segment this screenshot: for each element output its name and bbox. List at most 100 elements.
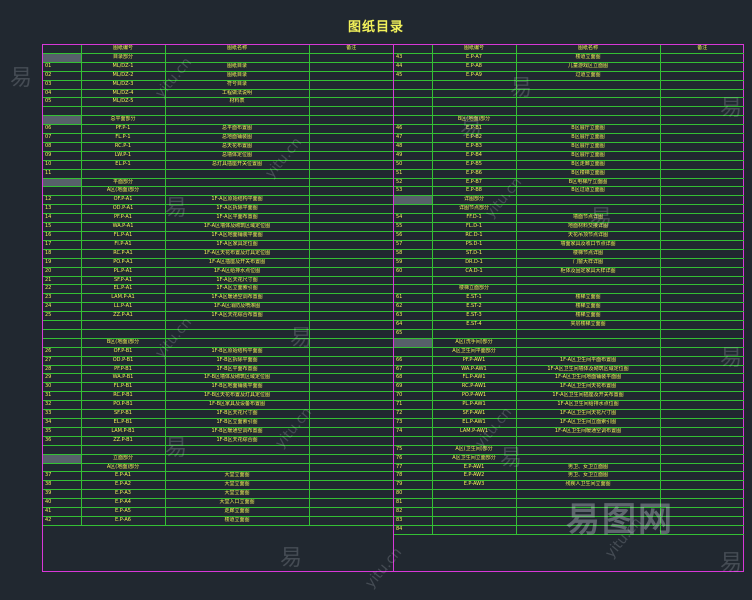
cell-note <box>308 267 393 277</box>
cell-code <box>431 436 516 446</box>
cell-note <box>659 178 744 188</box>
table-row: 71 PL.P-AW1 1F-A区卫生间给排水点位图 <box>394 400 744 411</box>
cell-code: E.ST-2 <box>431 302 516 313</box>
cell-name: 1F-B区家具及设备布置图 <box>164 400 309 411</box>
table-row: 46 E.P-B1 B区展厅立面图 <box>394 124 744 134</box>
cell-no: 65 <box>394 329 432 339</box>
cell-note <box>659 169 744 179</box>
cell-code: FL.D-1 <box>431 222 516 232</box>
cell-note <box>659 133 744 143</box>
table-row: 56 RC.D-1 天花吊顶节点详图 <box>394 231 744 241</box>
cell-name <box>515 454 660 464</box>
cell-name <box>164 115 309 126</box>
cell-name <box>164 169 309 179</box>
table-row: 11 <box>43 169 393 179</box>
cell-code: B区(地面)部分 <box>431 115 516 126</box>
cell-note <box>659 463 744 473</box>
cell-code: ML/DZ-4 <box>80 89 165 99</box>
cell-note <box>308 454 393 464</box>
cell-note <box>308 373 393 384</box>
cell-name: 1F-B区天花布置及灯具定位图 <box>164 391 309 402</box>
cell-note <box>659 71 744 81</box>
cell-code: WA.P-B1 <box>80 373 165 384</box>
table-row: 61 E.ST-1 楼梯立面图 <box>394 293 744 304</box>
cell-name: 门窗大样详图 <box>515 258 660 268</box>
cell-no: 38 <box>43 480 81 491</box>
cell-name: 1F-A区卫生间暖通空调布置图 <box>515 427 660 437</box>
table-row: 24 LL.P-A1 1F-A区消防及喷淋图 <box>43 302 393 313</box>
cell-name <box>515 276 660 286</box>
cell-no: 35 <box>43 427 81 437</box>
cell-note <box>659 498 744 509</box>
table-row: 09 LW.P-1 总墙体定位图 <box>43 151 393 161</box>
cell-note <box>659 284 744 295</box>
table-row <box>43 320 393 330</box>
cell-name: 1F-A区平面布置图 <box>164 213 309 224</box>
cell-no: 27 <box>43 356 81 366</box>
cell-code: EL.P-B1 <box>80 418 165 428</box>
table-row: 84 <box>394 525 744 535</box>
cell-name <box>515 284 660 295</box>
cell-no: 21 <box>43 276 81 286</box>
cell-code: ML/DZ-1 <box>80 62 165 72</box>
cell-no: 62 <box>394 302 432 313</box>
table-row: 72 SF.P-AW1 1F-A区卫生间天花尺寸图 <box>394 409 744 419</box>
table-row: 平面部分 <box>43 178 393 188</box>
cell-note <box>659 489 744 500</box>
header-cell: 图纸编号 <box>431 45 516 54</box>
cell-no: 02 <box>43 71 81 81</box>
table-row: 07 FL.P-1 总地面铺装图 <box>43 133 393 143</box>
cell-code: PF.P-B1 <box>80 365 165 375</box>
cell-note <box>308 302 393 313</box>
table-row: 82 <box>394 507 744 517</box>
cell-name: 楼梯节点详图 <box>515 249 660 259</box>
cell-no: 16 <box>43 231 81 241</box>
cell-name: B区楼梯立面图 <box>515 169 660 179</box>
cell-no: 80 <box>394 489 432 500</box>
cell-no: 83 <box>394 516 432 526</box>
cell-code: PF.P-1 <box>80 124 165 135</box>
cell-note <box>308 80 393 90</box>
cell-no <box>43 463 81 473</box>
cell-name: 1F-A区卫生间天花尺寸图 <box>515 409 660 419</box>
cell-note <box>308 115 393 126</box>
cell-name: 男卫、女卫立面图 <box>515 463 660 473</box>
cell-no <box>394 106 432 117</box>
cell-name: B区过道立面图 <box>515 186 660 197</box>
cell-name: 1F-A区墙体及砌筑区域定位图 <box>164 222 309 233</box>
cell-no: 13 <box>43 204 81 215</box>
cell-name: 1F-B区原始结构平面图 <box>164 347 309 357</box>
cell-code: PL.P-A1 <box>80 267 165 277</box>
cell-no: 39 <box>43 489 81 500</box>
cell-name <box>515 329 660 339</box>
cell-name: 总天花布置图 <box>164 142 309 152</box>
table-row: 53 E.P-B8 B区过道立面图 <box>394 186 744 197</box>
cell-note <box>308 151 393 161</box>
cell-note <box>308 62 393 72</box>
table-row: 38 E.P-A2 大堂立面图 <box>43 480 393 491</box>
cell-note <box>308 338 393 348</box>
cell-code: E.P-AW1 <box>431 463 516 473</box>
cell-no: 52 <box>394 178 432 188</box>
table-row: 04 ML/DZ-4 工程做法说明 <box>43 89 393 99</box>
cell-no: 59 <box>394 258 432 268</box>
table-row: 55 FL.D-1 地面材料交接详图 <box>394 222 744 232</box>
cell-code: 详图部分 <box>431 195 516 206</box>
cell-name <box>515 436 660 446</box>
cell-note <box>659 186 744 197</box>
cell-no: 61 <box>394 293 432 304</box>
cell-no: 37 <box>43 471 81 482</box>
cell-code: ML/DZ-3 <box>80 80 165 90</box>
cell-note <box>659 89 744 99</box>
table-header-row: 图纸编号 图纸名称 备注 <box>43 45 393 54</box>
cell-name: 1F-A区原始结构平面图 <box>164 195 309 206</box>
cell-no <box>394 338 432 348</box>
cell-note <box>659 400 744 411</box>
cell-no <box>43 178 81 188</box>
cell-code: OD.P-A1 <box>80 204 165 215</box>
cell-name: 1F-B区地面铺装平面图 <box>164 382 309 393</box>
cell-code: FL.P-AW1 <box>431 373 516 384</box>
cell-name: 走廊立面图 <box>164 507 309 517</box>
cell-code <box>431 276 516 286</box>
cell-name: B区展厅立面图 <box>515 142 660 152</box>
